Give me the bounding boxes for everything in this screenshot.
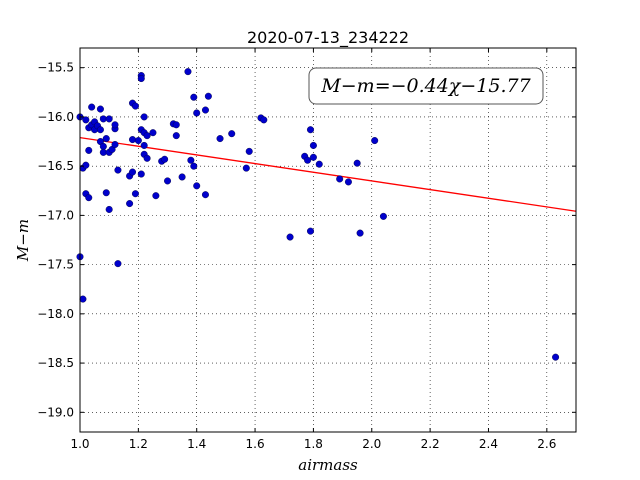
data-point (140, 113, 148, 121)
x-tick-label: 1.6 (246, 437, 265, 451)
fit-line-layer (79, 136, 577, 212)
fit-annotation: M−m=−0.44χ−15.77 (308, 67, 544, 105)
x-axis-label: airmass (298, 456, 358, 474)
data-point (286, 233, 294, 241)
data-point (306, 227, 314, 235)
data-point (260, 116, 268, 124)
y-tick-label: −17.0 (37, 208, 74, 222)
y-tick-label: −19.0 (37, 405, 74, 419)
data-point (172, 121, 180, 129)
y-axis-label: M−m (14, 219, 32, 262)
data-point (111, 121, 119, 129)
data-point (131, 102, 139, 110)
data-point (201, 106, 209, 114)
data-point (216, 135, 224, 143)
data-point (344, 178, 352, 186)
data-point (96, 105, 104, 113)
data-point (242, 164, 250, 172)
data-point (309, 141, 317, 149)
data-point (129, 136, 137, 144)
data-point (356, 229, 364, 237)
data-point (140, 141, 148, 149)
data-point (126, 200, 134, 208)
data-point (85, 194, 93, 202)
data-point (96, 126, 104, 134)
x-tick-label: 2.2 (421, 437, 440, 451)
data-point (143, 132, 151, 140)
plot-frame (79, 47, 577, 433)
data-point (152, 192, 160, 200)
data-point (187, 156, 195, 164)
data-point (114, 166, 122, 174)
y-tick-label: −15.5 (37, 61, 74, 75)
data-point (552, 353, 560, 361)
data-point (88, 103, 96, 111)
data-point (336, 175, 344, 183)
annotation-box (308, 67, 544, 105)
data-point (85, 146, 93, 154)
y-tick-label: −16.5 (37, 159, 74, 173)
data-point (184, 68, 192, 76)
data-point (137, 170, 145, 178)
x-tick-label: 2.4 (479, 437, 498, 451)
data-point (201, 191, 209, 199)
data-point (114, 260, 122, 268)
x-tick-label: 1.4 (187, 437, 206, 451)
y-tick-label: −18.5 (37, 356, 74, 370)
axis-ticks: 1.0 1.2 1.4 1.6 1.8 2.0 2.2 2.4 2.6 −15.5 −16.0 −16… (37, 48, 576, 451)
data-point (105, 115, 113, 123)
data-point (306, 126, 314, 134)
data-point (353, 159, 361, 167)
data-points (76, 68, 560, 361)
data-point (99, 142, 107, 150)
data-point (245, 147, 253, 155)
y-tick-label: −16.0 (37, 110, 74, 124)
data-point (228, 130, 236, 138)
data-point (315, 160, 323, 168)
data-point (129, 168, 137, 176)
x-tick-label: 1.0 (70, 437, 89, 451)
data-point (379, 212, 387, 220)
x-tick-label: 1.2 (129, 437, 148, 451)
data-point (149, 129, 157, 137)
data-point (82, 161, 90, 169)
data-point (134, 137, 142, 145)
data-point (99, 115, 107, 123)
data-point (309, 153, 317, 161)
data-point (131, 190, 139, 198)
x-tick-label: 2.6 (537, 437, 556, 451)
data-point (304, 156, 312, 164)
data-point (164, 177, 172, 185)
data-point (371, 137, 379, 145)
data-point (193, 109, 201, 117)
fit-equation: M−m=−0.44χ−15.77 (320, 75, 531, 97)
data-point (161, 155, 169, 163)
x-tick-label: 1.8 (304, 437, 323, 451)
data-point (102, 135, 110, 143)
data-point (82, 116, 90, 124)
x-tick-label: 2.0 (362, 437, 381, 451)
data-point (190, 93, 198, 101)
data-point (204, 92, 212, 100)
y-tick-label: −18.0 (37, 307, 74, 321)
y-tick-label: −17.5 (37, 258, 74, 272)
data-point (105, 205, 113, 213)
data-point (193, 182, 201, 190)
data-point (79, 295, 87, 303)
fit-line (79, 136, 577, 212)
data-point (178, 173, 186, 181)
data-point (172, 132, 180, 140)
data-point (102, 189, 110, 197)
data-point (190, 162, 198, 170)
data-point (111, 140, 119, 148)
data-point (143, 154, 151, 162)
data-point (99, 148, 107, 156)
chart-title: 2020-07-13_234222 (247, 28, 409, 48)
data-point (137, 75, 145, 83)
